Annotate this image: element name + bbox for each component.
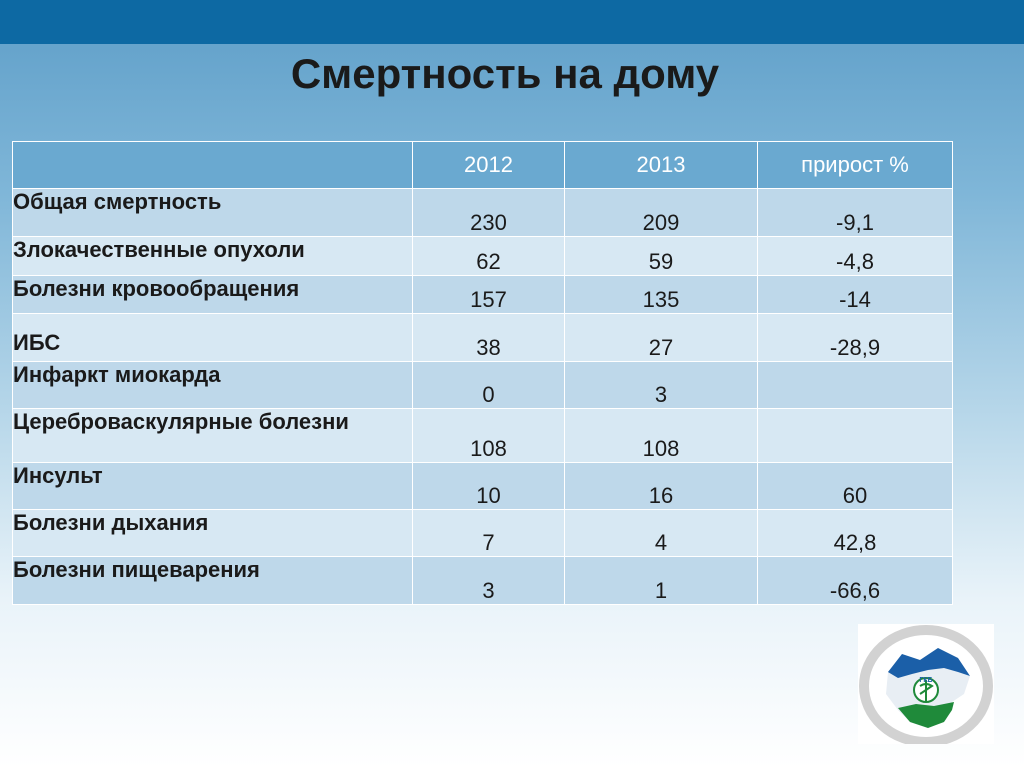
value-2012: 7 bbox=[412, 509, 565, 557]
table-row: Злокачественные опухоли 62 59 -4,8 bbox=[12, 236, 953, 276]
value-growth: 42,8 bbox=[757, 509, 953, 557]
header-2013: 2013 bbox=[564, 141, 758, 189]
value-growth bbox=[757, 408, 953, 463]
value-growth: -9,1 bbox=[757, 188, 953, 237]
value-growth: -14 bbox=[757, 275, 953, 314]
table-row: Болезни кровообращения 157 135 -14 bbox=[12, 275, 953, 314]
value-growth: -28,9 bbox=[757, 313, 953, 362]
value-2012: 230 bbox=[412, 188, 565, 237]
table-row: Болезни дыхания 7 4 42,8 bbox=[12, 509, 953, 557]
value-growth: -66,6 bbox=[757, 556, 953, 605]
table-row: ИБС 38 27 -28,9 bbox=[12, 313, 953, 362]
row-label: ИБС bbox=[12, 313, 413, 362]
value-2013: 1 bbox=[564, 556, 758, 605]
value-growth: -4,8 bbox=[757, 236, 953, 276]
row-label: Болезни кровообращения bbox=[12, 275, 413, 314]
header-empty bbox=[12, 141, 413, 189]
header-growth: прирост % bbox=[757, 141, 953, 189]
row-label: Инфаркт миокарда bbox=[12, 361, 413, 409]
value-2012: 10 bbox=[412, 462, 565, 510]
row-label: Цереброваскулярные болезни bbox=[12, 408, 413, 463]
header-2012: 2012 bbox=[412, 141, 565, 189]
value-2012: 108 bbox=[412, 408, 565, 463]
value-2012: 38 bbox=[412, 313, 565, 362]
row-label: Злокачественные опухоли bbox=[12, 236, 413, 276]
value-2013: 59 bbox=[564, 236, 758, 276]
row-label: Инсульт bbox=[12, 462, 413, 510]
table-row: Общая смертность 230 209 -9,1 bbox=[12, 188, 953, 237]
table-row: Цереброваскулярные болезни 108 108 bbox=[12, 408, 953, 463]
table-header-row: 2012 2013 прирост % bbox=[12, 141, 953, 189]
row-label: Общая смертность bbox=[12, 188, 413, 237]
svg-text:ГКБ: ГКБ bbox=[919, 677, 932, 684]
row-label: Болезни пищеварения bbox=[12, 556, 413, 605]
value-2012: 0 bbox=[412, 361, 565, 409]
row-label: Болезни дыхания bbox=[12, 509, 413, 557]
value-2013: 108 bbox=[564, 408, 758, 463]
page-title: Смертность на дому bbox=[290, 50, 720, 97]
table-row: Болезни пищеварения 3 1 -66,6 bbox=[12, 556, 953, 605]
value-2012: 157 bbox=[412, 275, 565, 314]
value-2013: 27 bbox=[564, 313, 758, 362]
table-row: Инсульт 10 16 60 bbox=[12, 462, 953, 510]
table-row: Инфаркт миокарда 0 3 bbox=[12, 361, 953, 409]
value-2013: 16 bbox=[564, 462, 758, 510]
value-2012: 62 bbox=[412, 236, 565, 276]
value-2013: 209 bbox=[564, 188, 758, 237]
top-bar bbox=[0, 0, 1024, 44]
hospital-emblem-icon: ГКБ bbox=[858, 624, 994, 747]
value-growth bbox=[757, 361, 953, 409]
value-2012: 3 bbox=[412, 556, 565, 605]
value-2013: 4 bbox=[564, 509, 758, 557]
mortality-table: 2012 2013 прирост % Общая смертность 230… bbox=[12, 141, 953, 605]
value-2013: 3 bbox=[564, 361, 758, 409]
value-2013: 135 bbox=[564, 275, 758, 314]
value-growth: 60 bbox=[757, 462, 953, 510]
